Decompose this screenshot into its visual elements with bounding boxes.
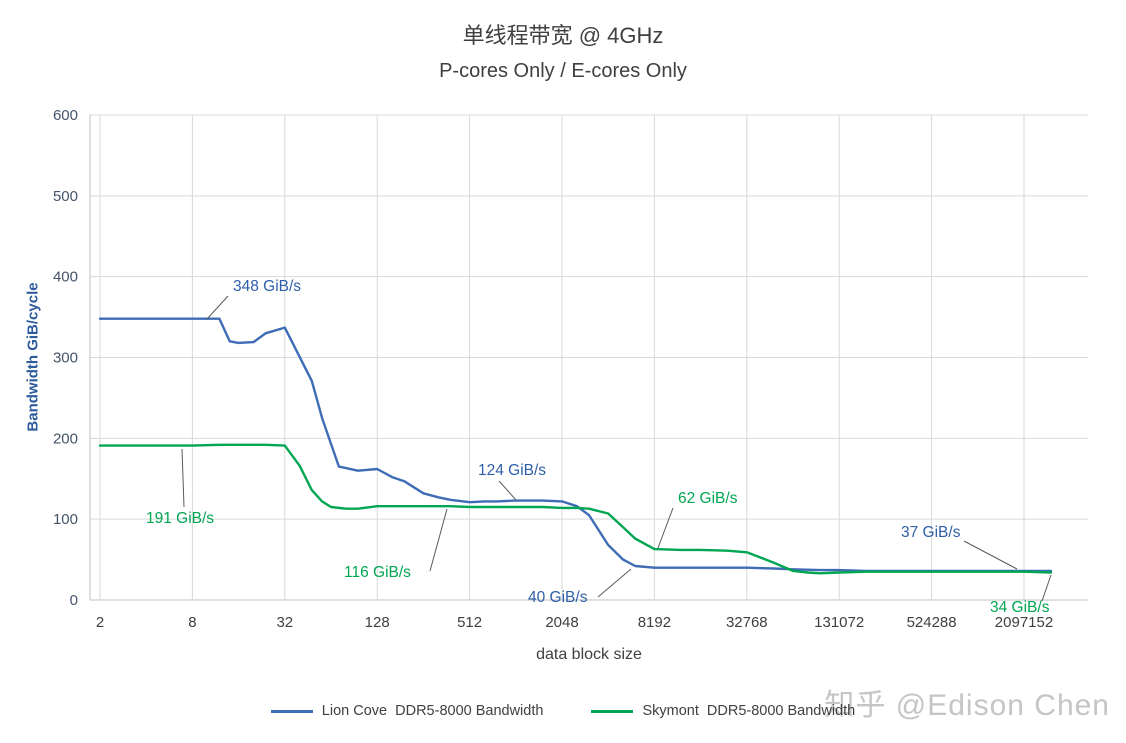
- x-axis-tick-label: 8: [188, 614, 196, 631]
- y-axis-tick-label: 200: [53, 430, 78, 447]
- x-axis-tick-label: 524288: [907, 614, 957, 631]
- chart-subtitle: P-cores Only / E-cores Only: [439, 60, 687, 82]
- annotation-leader-line: [1041, 574, 1052, 602]
- annotation-label: 191 GiB/s: [146, 510, 214, 527]
- legend-item-lion-cove: Lion Cove DDR5-8000 Bandwidth: [270, 703, 544, 719]
- x-axis-tick-label: 512: [457, 614, 482, 631]
- x-axis-title: data block size: [536, 646, 642, 663]
- annotation-leader-line: [657, 507, 674, 549]
- annotation-label: 124 GiB/s: [478, 462, 546, 479]
- x-axis-tick-label: 2: [96, 614, 104, 631]
- annotation-label: 116 GiB/s: [344, 564, 411, 581]
- y-axis-tick-label: 0: [70, 592, 78, 609]
- series-line-lion-cove: [98, 317, 1053, 573]
- legend: Lion Cove DDR5-8000 Bandwidth Skymont DD…: [0, 703, 1126, 719]
- x-axis-tick-label: 32: [276, 614, 293, 631]
- x-axis-tick-label: 2048: [545, 614, 578, 631]
- chart-title: 单线程带宽 @ 4GHz: [462, 23, 664, 48]
- annotation-leader-line: [429, 508, 448, 572]
- legend-label-skymont: Skymont DDR5-8000 Bandwidth: [642, 703, 856, 719]
- y-axis-tick-label: 100: [53, 511, 78, 528]
- annotation-leader-line: [181, 448, 185, 508]
- x-axis-tick-label: 128: [365, 614, 390, 631]
- annotation-leader-line: [597, 568, 632, 598]
- legend-swatch-lion-cove: [270, 709, 313, 713]
- annotation-label: 348 GiB/s: [233, 278, 301, 295]
- annotation-label: 62 GiB/s: [678, 490, 738, 507]
- legend-label-lion-cove: Lion Cove DDR5-8000 Bandwidth: [321, 703, 544, 719]
- annotation-label: 37 GiB/s: [901, 524, 961, 541]
- x-axis-tick-label: 131072: [814, 614, 864, 631]
- legend-item-skymont: Skymont DDR5-8000 Bandwidth: [591, 703, 855, 719]
- annotation-leader-line: [206, 295, 229, 320]
- y-axis-tick-label: 600: [53, 107, 78, 124]
- annotation-leader-line: [963, 540, 1018, 570]
- x-axis-tick-label: 8192: [638, 614, 671, 631]
- x-axis-tick-label: 2097152: [995, 614, 1053, 631]
- annotation-label: 40 GiB/s: [528, 589, 588, 606]
- y-axis-tick-label: 500: [53, 188, 78, 205]
- y-axis-tick-label: 300: [53, 350, 78, 367]
- series-line-skymont: [98, 443, 1053, 575]
- watermark: 知乎 @Edison Chen: [824, 689, 1110, 722]
- y-axis-tick-label: 400: [53, 269, 78, 286]
- annotation-leader-line: [498, 480, 517, 501]
- x-axis-tick-label: 32768: [726, 614, 768, 631]
- legend-swatch-skymont: [591, 709, 634, 713]
- annotation-label: 34 GiB/s: [990, 599, 1050, 616]
- y-axis-title: Bandwidth GiB/cycle: [24, 282, 42, 432]
